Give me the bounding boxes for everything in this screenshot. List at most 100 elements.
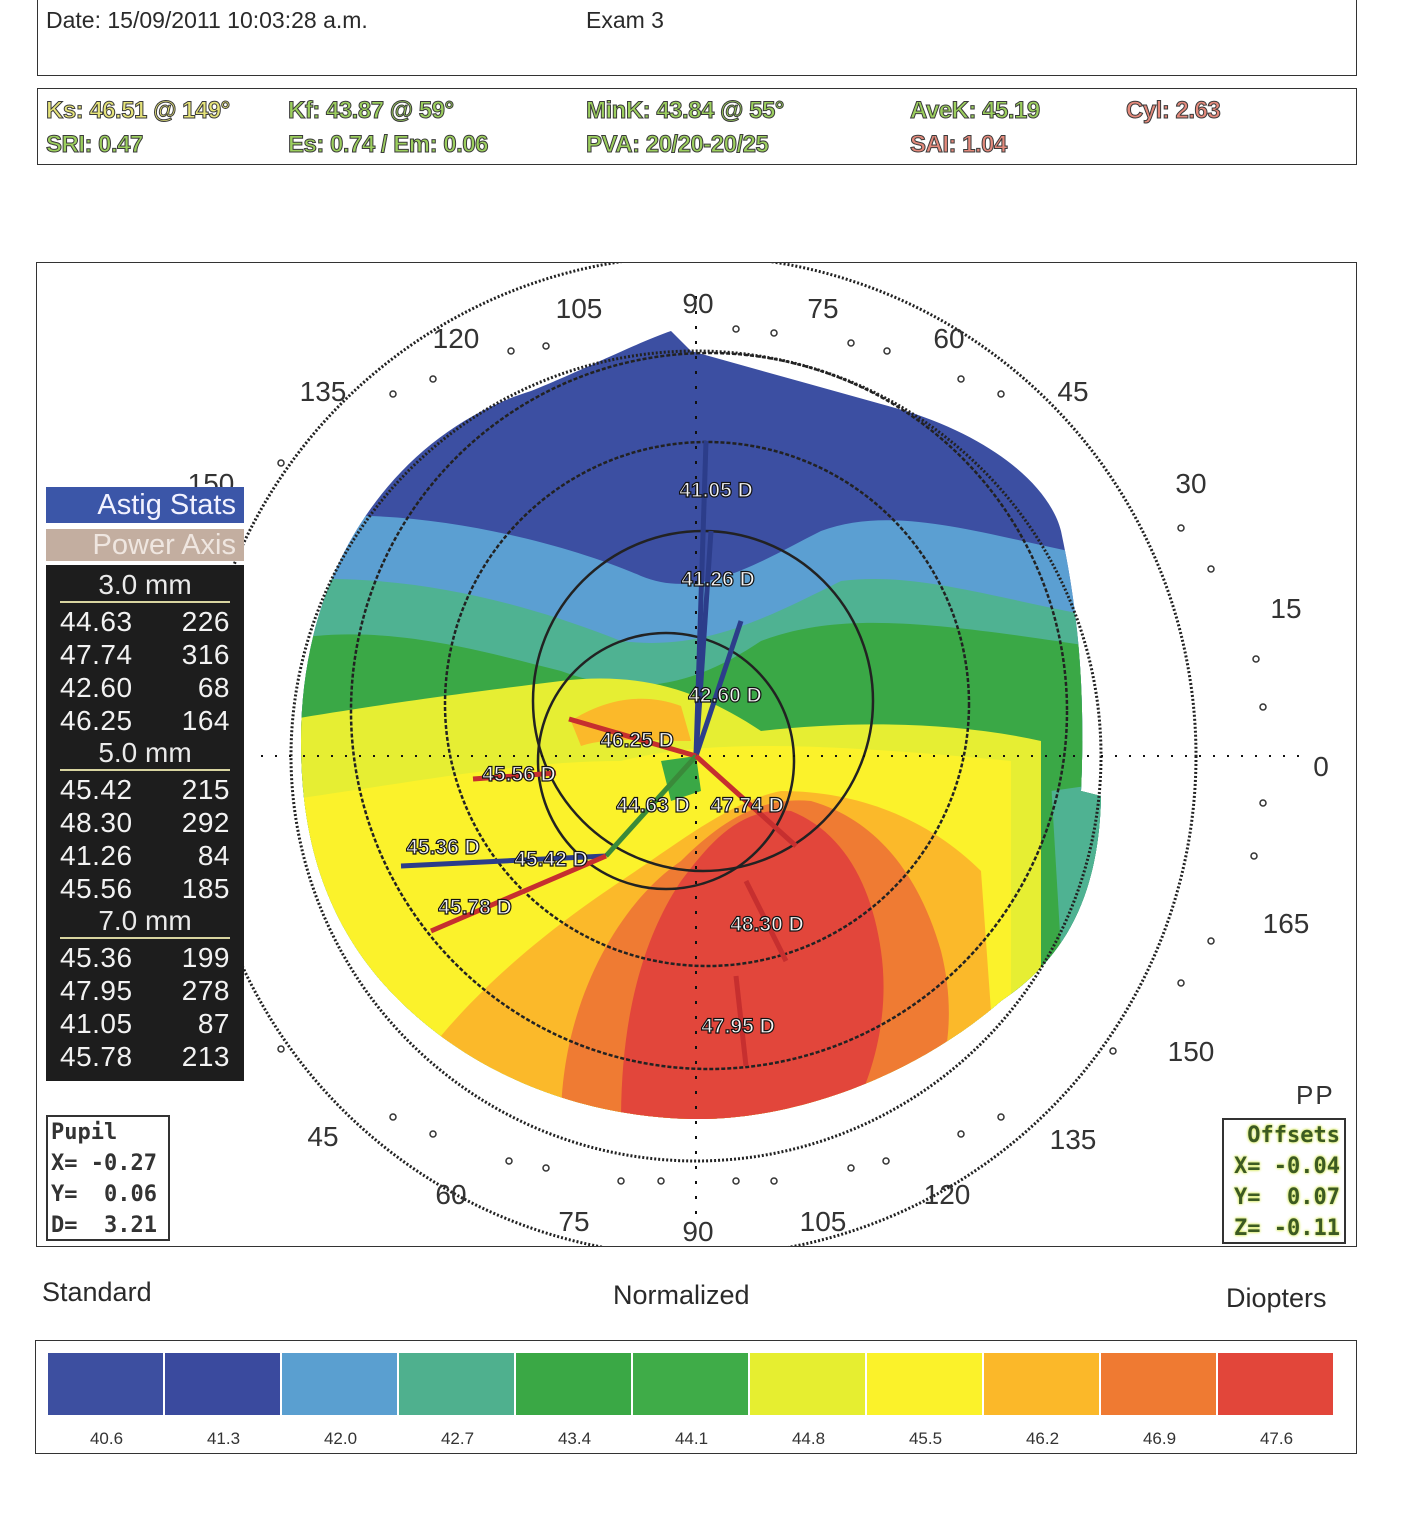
es-em-value: Es: 0.74 / Em: 0.06 — [288, 131, 489, 159]
axis: 68 — [197, 672, 230, 703]
annotation-47-95: 47.95 D — [701, 1015, 775, 1038]
power: 45.36 — [60, 942, 133, 973]
degree-labels: 90 75 60 45 30 15 0 165 150 135 120 105 … — [188, 288, 1329, 1247]
annotation-45-36: 45.36 D — [406, 836, 480, 859]
axis: 87 — [197, 1008, 230, 1039]
power: 45.78 — [60, 1041, 133, 1072]
color-swatch-value: 46.2 — [1025, 1429, 1060, 1448]
deg-label-120-bottom: 120 — [924, 1179, 971, 1210]
topography-map[interactable]: 41.05 D 41.26 D 42.60 D 46.25 D 45.56 D … — [36, 262, 1357, 1247]
color-swatch-value: 42.7 — [440, 1429, 475, 1448]
axis: 199 — [181, 942, 230, 973]
axis-crosshair — [261, 296, 1301, 1216]
power-annotations: 41.05 D 41.26 D 42.60 D 46.25 D 45.56 D … — [406, 478, 805, 1038]
color-swatch-value: 40.6 — [89, 1429, 124, 1448]
avek-value: AveK: 45.19 — [910, 97, 1041, 125]
color-swatch-value: 43.4 — [557, 1429, 592, 1448]
axis: 316 — [181, 639, 230, 670]
color-swatch — [399, 1353, 514, 1415]
power: 44.63 — [60, 606, 133, 637]
color-swatch — [165, 1353, 280, 1415]
exam-number: Exam 3 — [586, 7, 664, 33]
axis: 215 — [181, 774, 230, 805]
pupil-x: X= -0.27 — [51, 1151, 157, 1176]
deg-label-105-top: 105 — [556, 293, 603, 324]
stat-row: 42.60 68 — [60, 671, 230, 704]
color-swatch-value: 44.8 — [791, 1429, 826, 1448]
deg-label-top-90: 90 — [682, 288, 713, 319]
annotation-46-25: 46.25 D — [600, 729, 674, 752]
astig-meridians — [400, 440, 798, 1067]
mink-value: MinK: 43.84 @ 55° — [586, 97, 785, 125]
stat-row: 47.74 316 — [60, 638, 230, 671]
stat-row: 41.26 84 — [60, 839, 230, 872]
power-axis-header: Power Axis — [46, 529, 244, 561]
color-swatch-value: 45.5 — [908, 1429, 943, 1448]
deg-label-30: 30 — [1175, 468, 1206, 499]
color-swatch — [282, 1353, 397, 1415]
annotation-44-63: 44.63 D — [616, 794, 690, 817]
astig-stats-title[interactable]: Astig Stats — [46, 487, 244, 523]
indices-panel: Ks: 46.51 @ 149° Kf: 43.87 @ 59° MinK: 4… — [37, 88, 1357, 165]
power: 41.05 — [60, 1008, 133, 1039]
power: 48.30 — [60, 807, 133, 838]
color-swatch-value: 46.9 — [1142, 1429, 1177, 1448]
deg-label-120-top: 120 — [433, 323, 480, 354]
power: 46.25 — [60, 705, 133, 736]
deg-label-15: 15 — [1270, 593, 1301, 624]
annotation-41-05: 41.05 D — [679, 479, 753, 502]
pupil-d: D= 3.21 — [51, 1213, 157, 1238]
kf-value: Kf: 43.87 @ 59° — [288, 97, 455, 125]
ks-value: Ks: 46.51 @ 149° — [46, 97, 231, 125]
power: 45.56 — [60, 873, 133, 904]
scale-type-label: Standard — [42, 1277, 152, 1307]
axis: 292 — [181, 807, 230, 838]
annotation-48-30: 48.30 D — [730, 913, 804, 936]
sri-value: SRI: 0.47 — [46, 131, 144, 159]
scale-mode-label: Normalized — [613, 1280, 750, 1310]
pupil-y: Y= 0.06 — [51, 1182, 157, 1207]
scale-dots — [277, 325, 1267, 1185]
color-swatch-value: 41.3 — [206, 1429, 241, 1448]
corneal-map-graphic: 41.05 D 41.26 D 42.60 D 46.25 D 45.56 D … — [188, 263, 1329, 1247]
color-swatch — [867, 1353, 982, 1415]
deg-label-75-bottom: 75 — [558, 1206, 589, 1237]
color-swatch-value: 42.0 — [323, 1429, 358, 1448]
axis: 84 — [197, 840, 230, 871]
zone-5mm-label: 5.0 mm — [60, 737, 230, 771]
color-swatch — [633, 1353, 748, 1415]
astig-stats-panel: Astig Stats Power Axis 3.0 mm 44.63 226 4… — [46, 487, 244, 1081]
stat-row: 45.56 185 — [60, 872, 230, 905]
annotation-42-60: 42.60 D — [688, 684, 762, 707]
astig-stats-table: 3.0 mm 44.63 226 47.74 316 42.60 68 46.25 16… — [46, 565, 244, 1081]
exam-date: Date: 15/09/2011 10:03:28 a.m. — [46, 7, 368, 33]
offset-x: X= -0.04 — [1234, 1154, 1340, 1179]
zone-7mm-label: 7.0 mm — [60, 905, 230, 939]
pupil-info-box: Pupil X= -0.27 Y= 0.06 D= 3.21 — [46, 1115, 170, 1241]
stat-row: 44.63 226 — [60, 605, 230, 638]
power: 41.26 — [60, 840, 133, 871]
scale-unit-label: Diopters — [1226, 1283, 1327, 1313]
power: 45.42 — [60, 774, 133, 805]
offsets-title: Offsets — [1247, 1123, 1340, 1148]
deg-label-bottom-90: 90 — [682, 1216, 713, 1247]
color-scale-legend: 40.6 41.3 42.0 42.7 43.4 44.1 44.8 45.5 46.2 46.9… — [35, 1340, 1357, 1454]
stat-row: 45.78 213 — [60, 1040, 230, 1073]
deg-label-105-bottom: 105 — [800, 1206, 847, 1237]
cyl-value: Cyl: 2.63 — [1125, 97, 1221, 125]
curvature-color-map — [301, 331, 1101, 1120]
annotation-41-26: 41.26 D — [681, 568, 755, 591]
sai-value: SAI: 1.04 — [910, 131, 1008, 159]
color-swatch-value: 44.1 — [674, 1429, 709, 1448]
deg-label-45-bottom: 45 — [307, 1121, 338, 1152]
color-swatch — [516, 1353, 631, 1415]
pp-label: PP — [1296, 1080, 1335, 1110]
stat-row: 47.95 278 — [60, 974, 230, 1007]
deg-label-75: 75 — [807, 293, 838, 324]
color-swatch — [48, 1353, 163, 1415]
pva-value: PVA: 20/20-20/25 — [585, 131, 769, 159]
deg-label-150-right: 150 — [1168, 1036, 1215, 1067]
color-swatch — [1218, 1353, 1333, 1415]
deg-label-45: 45 — [1057, 376, 1088, 407]
annotation-45-42: 45.42 D — [514, 848, 588, 871]
